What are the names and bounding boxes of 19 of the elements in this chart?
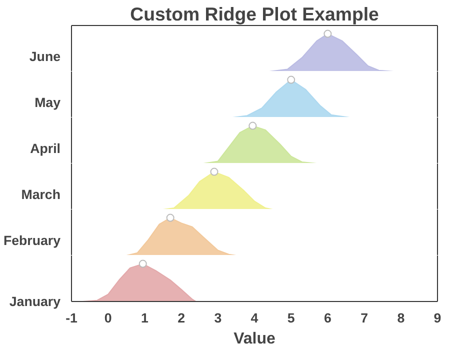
x-tick-label: 7	[360, 310, 368, 326]
x-tick-label: 3	[214, 310, 222, 326]
x-tick-label: 8	[397, 310, 405, 326]
x-tick-label: 5	[287, 310, 296, 326]
x-tick-label: 4	[250, 310, 259, 326]
x-tick-label: -1	[66, 310, 78, 326]
y-axis-title: April	[30, 141, 60, 156]
y-axis-title: January	[9, 294, 62, 309]
x-tick-label: 0	[104, 310, 112, 326]
y-axis-title: March	[21, 187, 61, 202]
x-tick-label: 6	[324, 310, 332, 326]
x-tick-label: 2	[178, 310, 186, 326]
y-axis-title: February	[3, 233, 62, 248]
y-axis-title: May	[34, 95, 62, 110]
x-axis-title: Value	[234, 330, 276, 348]
chart-title: Custom Ridge Plot Example	[130, 4, 379, 24]
x-tick-label: 9	[434, 310, 442, 326]
y-axis-title: June	[29, 49, 60, 64]
x-tick-label: 1	[140, 310, 149, 326]
